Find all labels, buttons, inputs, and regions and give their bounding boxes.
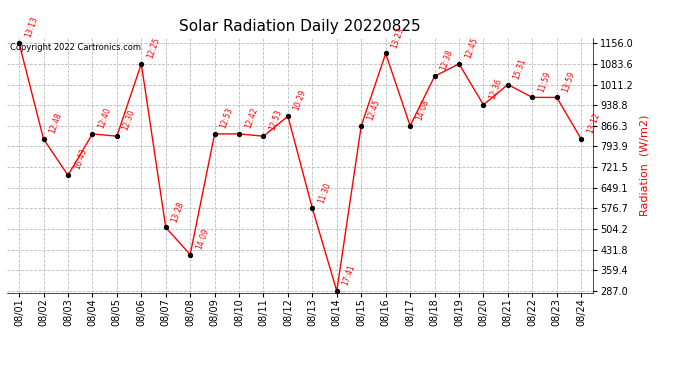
Text: 17:41: 17:41 [341, 263, 357, 287]
Point [160, 225, 171, 231]
Point [575, 136, 586, 142]
Y-axis label: Radiation  (W/m2): Radiation (W/m2) [640, 114, 650, 216]
Text: 10:29: 10:29 [292, 88, 308, 112]
Point [282, 113, 293, 119]
Text: 16:43: 16:43 [72, 147, 88, 171]
Text: 12:48: 12:48 [48, 111, 63, 135]
Point [63, 172, 74, 178]
Point [307, 206, 318, 212]
Text: 12:38: 12:38 [439, 49, 455, 72]
Title: Solar Radiation Daily 20220825: Solar Radiation Daily 20220825 [179, 18, 421, 33]
Text: 14:08: 14:08 [414, 98, 430, 122]
Point [404, 123, 415, 129]
Text: 13:12: 13:12 [585, 111, 601, 135]
Text: 15:31: 15:31 [512, 57, 528, 80]
Text: 12:45: 12:45 [366, 98, 382, 122]
Text: 12:45: 12:45 [463, 36, 479, 60]
Point [258, 133, 269, 139]
Text: 11:59: 11:59 [536, 70, 553, 93]
Text: 12:30: 12:30 [121, 108, 137, 132]
Point [380, 51, 391, 57]
Point [356, 123, 367, 129]
Text: 11:30: 11:30 [317, 181, 333, 204]
Text: 12:53: 12:53 [268, 108, 284, 132]
Point [551, 94, 562, 100]
Point [38, 136, 49, 142]
Point [478, 102, 489, 108]
Text: 13:28: 13:28 [170, 200, 186, 223]
Text: 13:13: 13:13 [23, 15, 39, 39]
Point [526, 94, 538, 100]
Text: 12:40: 12:40 [97, 106, 112, 130]
Text: 13:59: 13:59 [561, 70, 577, 93]
Point [502, 81, 513, 87]
Point [453, 61, 464, 67]
Text: Copyright 2022 Cartronics.com: Copyright 2022 Cartronics.com [10, 43, 141, 52]
Text: 13:23: 13:23 [390, 26, 406, 49]
Point [185, 252, 196, 258]
Point [14, 40, 25, 46]
Text: 12:36: 12:36 [488, 77, 504, 101]
Text: 12:53: 12:53 [219, 106, 235, 130]
Point [331, 288, 342, 294]
Point [136, 61, 147, 67]
Point [87, 131, 98, 137]
Text: 14:09: 14:09 [195, 227, 210, 251]
Text: 12:25: 12:25 [146, 36, 161, 60]
Text: 12:42: 12:42 [243, 106, 259, 130]
Point [111, 133, 122, 139]
Point [209, 131, 220, 137]
Point [233, 131, 244, 137]
Point [429, 73, 440, 79]
